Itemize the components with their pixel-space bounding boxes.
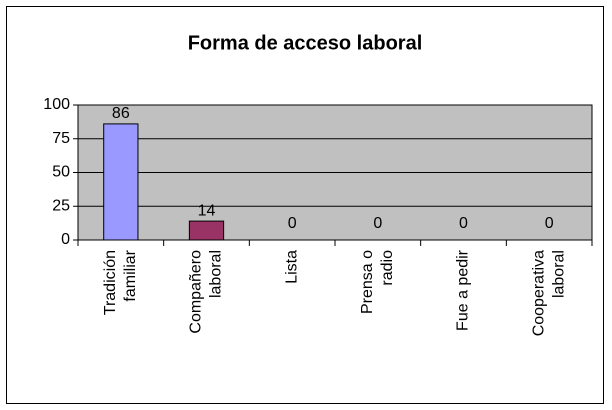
x-tick-label: Prensa o (359, 250, 376, 314)
y-tick-label: 75 (52, 130, 70, 147)
x-tick-label: Compañero (188, 250, 205, 334)
data-label: 0 (545, 215, 554, 232)
y-tick-label: 0 (61, 231, 70, 248)
y-tick-label: 25 (52, 197, 70, 214)
data-label: 14 (198, 202, 216, 219)
x-tick-label: Cooperativa (530, 250, 547, 336)
data-label: 86 (112, 105, 130, 122)
data-label: 0 (459, 215, 468, 232)
x-tick-label: Tradición (102, 250, 119, 315)
bar (103, 123, 139, 241)
x-tick-label: radio (379, 250, 396, 286)
x-tick-label: Lista (283, 250, 300, 284)
y-tick-label: 50 (52, 164, 70, 181)
data-label: 0 (373, 215, 382, 232)
bar (188, 220, 225, 241)
x-tick-label: familiar (122, 249, 139, 301)
x-tick-label: laboral (208, 250, 225, 298)
x-tick-label: Fue a pedir (455, 249, 472, 331)
data-label: 0 (288, 215, 297, 232)
chart-title: Forma de acceso laboral (188, 32, 423, 54)
x-tick-label: laboral (550, 250, 567, 298)
y-tick-label: 100 (43, 96, 70, 113)
